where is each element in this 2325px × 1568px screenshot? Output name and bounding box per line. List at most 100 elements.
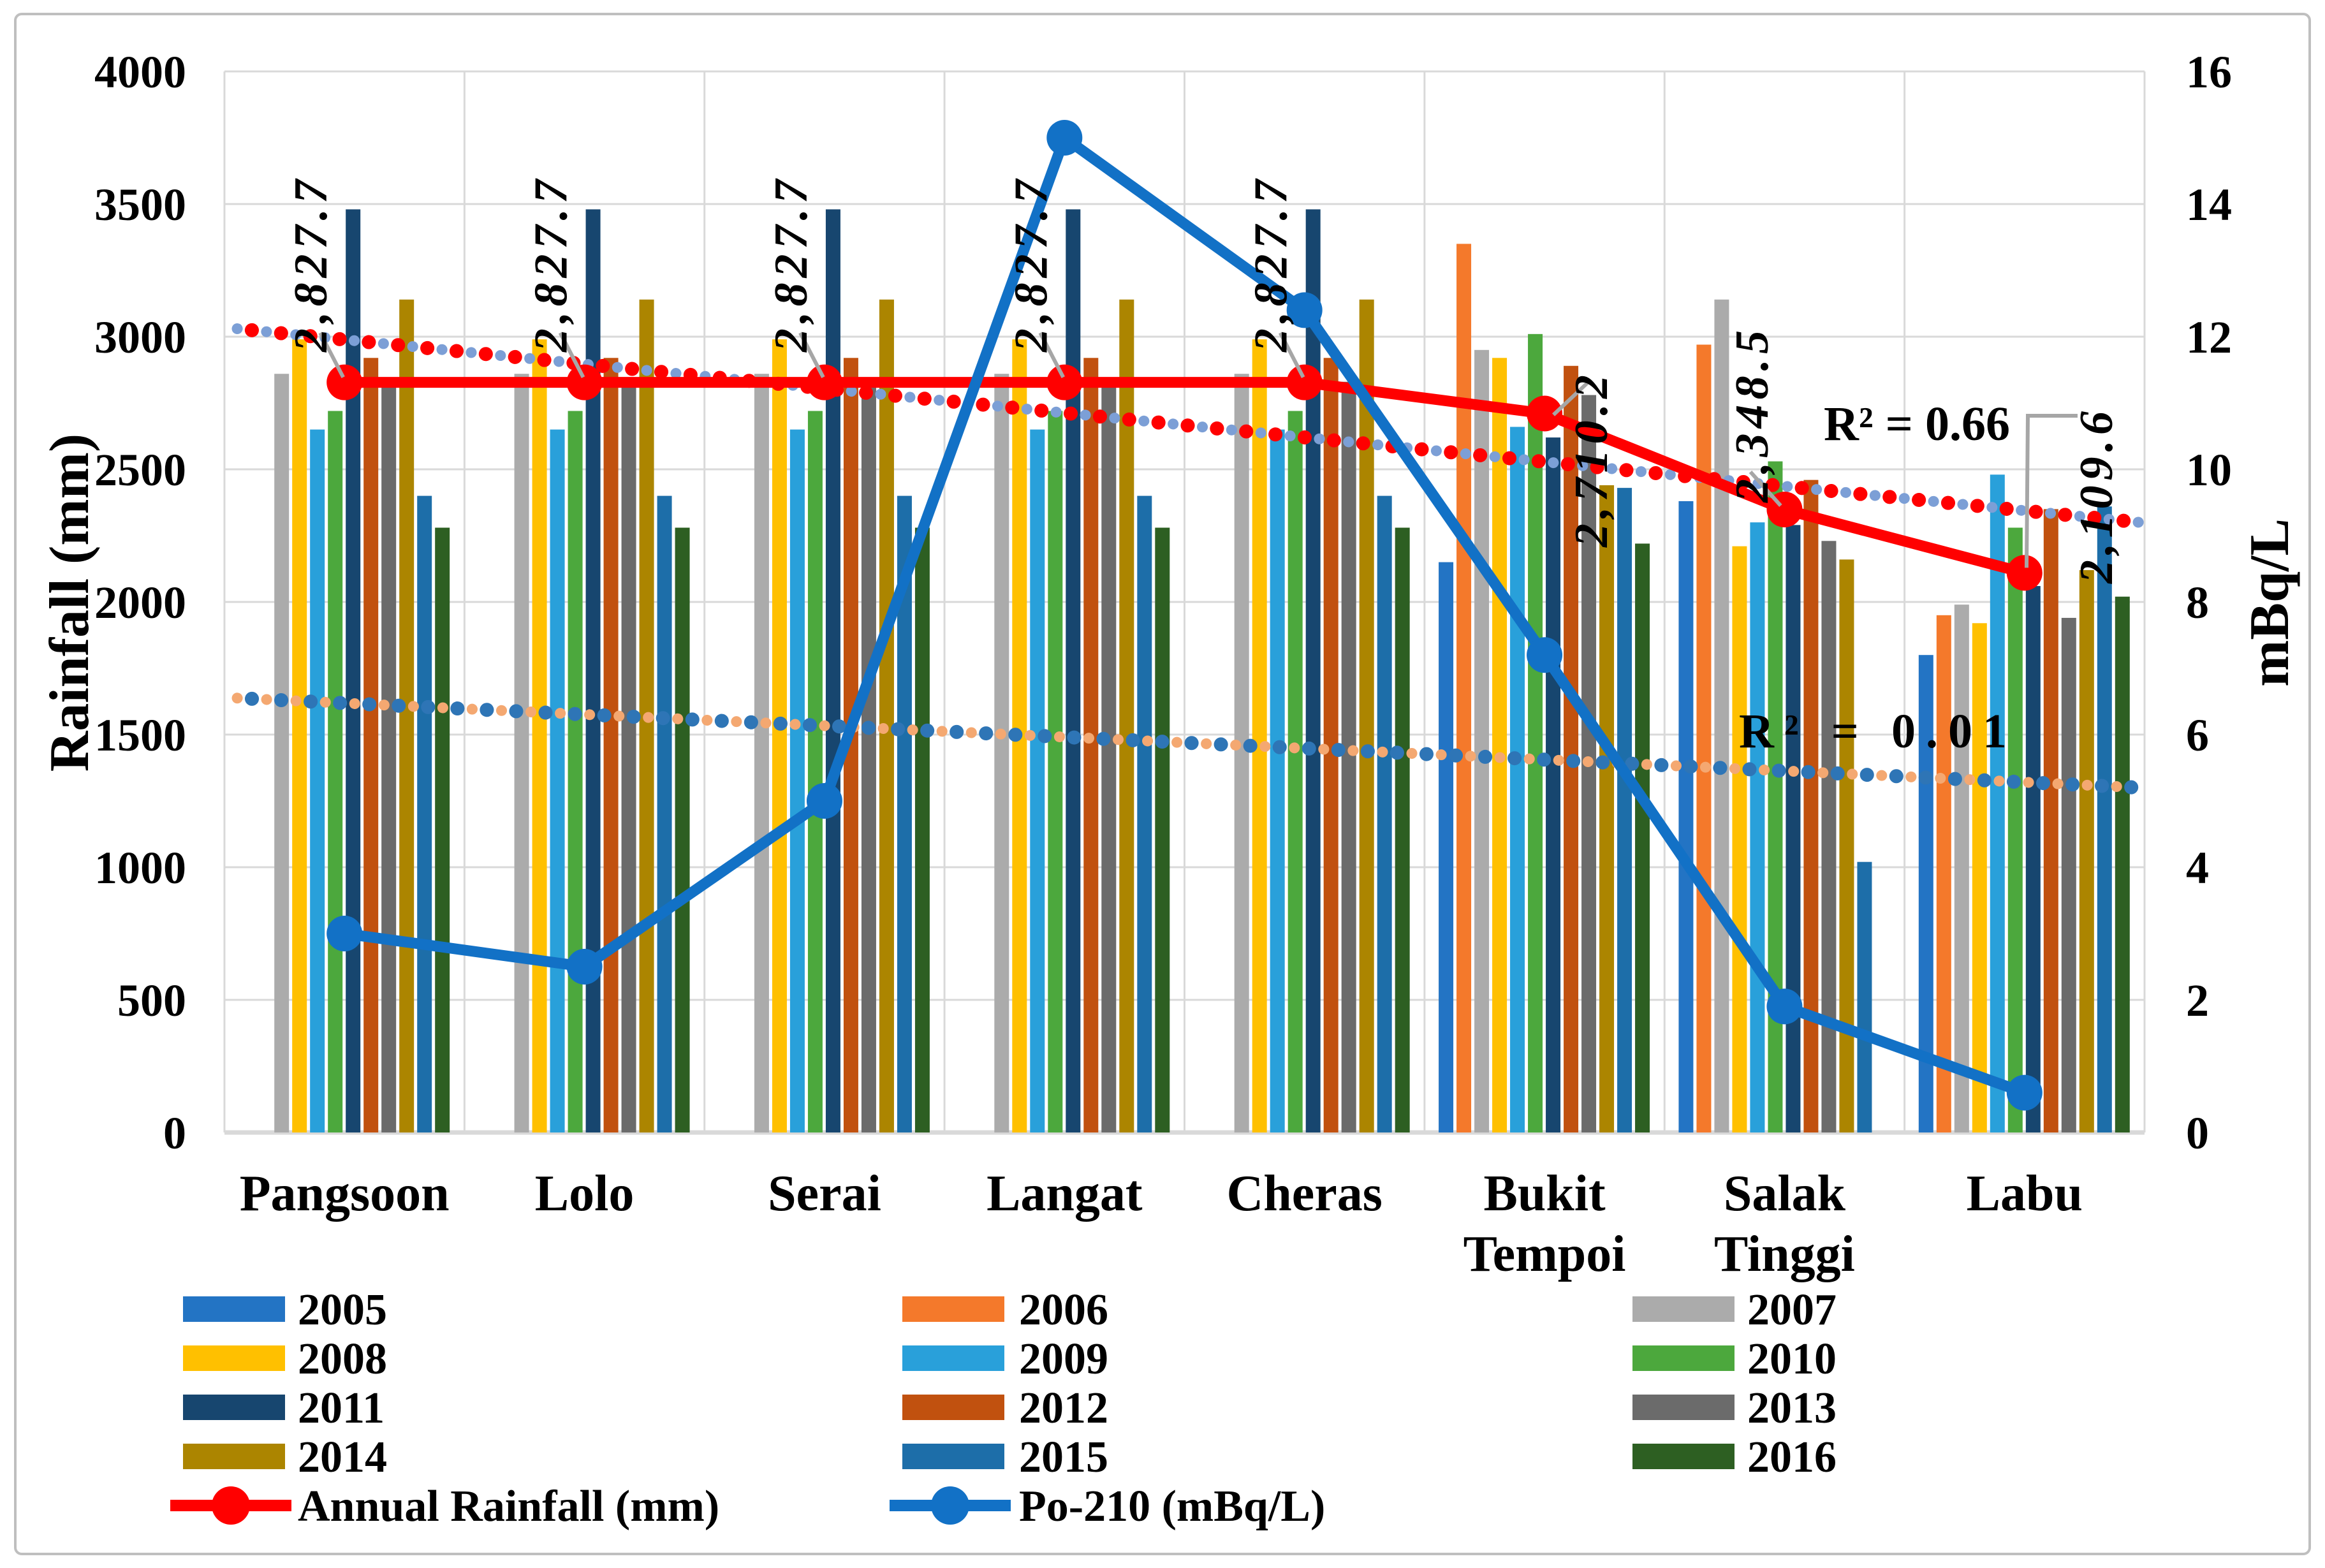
left-tick: 1000 [94,842,186,893]
trendline-dots-annual-rainfall-mm [230,321,2146,530]
bar-2005-bukit-tempoi [1439,562,1454,1132]
bar-2014-pangsoon [399,299,414,1132]
marker-annual-rainfall-mm-lolo [566,364,603,400]
legend-label-2008: 2008 [298,1335,387,1384]
right-tick: 10 [2186,444,2232,495]
legend-label-2011: 2011 [298,1384,385,1433]
legend-swatch-2012 [902,1395,1004,1420]
category-label-bukit-tempoi: Bukit [1483,1166,1606,1222]
bar-2011-cheras [1305,209,1321,1132]
bar-2009-cheras [1270,429,1285,1132]
bar-2010-lolo [568,411,583,1132]
bar-2007-serai [754,374,769,1132]
axes-layer: 4000 3500 3000 2500 2000 1500 1000 500 0 16 14 12 10… [39,47,2301,1282]
r2-label-annual-rainfall-mm: R² = 0.66 [1824,397,2010,451]
data-label-labu: 2,109.6 [2071,406,2123,584]
right-tick: 2 [2186,975,2209,1026]
legend-label-2012: 2012 [1019,1384,1108,1433]
bar-2015-serai [897,495,912,1132]
bar-2016-labu [2115,596,2130,1132]
category-label-lolo: Lolo [535,1166,634,1222]
bar-2010-serai [807,411,823,1132]
bar-2011-labu [2025,586,2041,1132]
r2-label-po-210-mbq-l: R² = 0.01 [1739,705,2017,758]
legend-swatch-2005 [183,1296,285,1322]
marker-po-210-mbq-l-labu [2006,1074,2043,1111]
bar-2012-labu [2043,509,2058,1132]
marker-po-210-mbq-l-lolo [566,949,603,985]
bar-2007-pangsoon [274,374,290,1132]
bar-2007-langat [994,374,1009,1132]
category-label-cheras: Cheras [1226,1166,1382,1222]
bar-2006-salak-tinggi [1696,344,1712,1132]
bar-2013-pangsoon [381,381,397,1132]
legend-label-2006: 2006 [1019,1286,1108,1335]
legend-label-po-210-mbq-l: Po-210 (mBq/L) [1019,1482,1325,1531]
line-po-210-mbq-l [339,132,2030,1099]
legend-swatch-2014 [183,1444,285,1469]
category-label-bukit-tempoi: Tempoi [1463,1226,1626,1282]
left-tick: 500 [117,975,186,1026]
bar-2008-serai [772,339,787,1133]
bar-2012-salak-tinggi [1803,480,1819,1132]
bar-2012-cheras [1323,358,1339,1132]
bar-2012-langat [1083,358,1099,1132]
bar-2015-pangsoon [417,495,432,1132]
bar-2014-bukit-tempoi [1599,485,1615,1132]
marker-annual-rainfall-mm-bukit-tempoi [1527,395,1563,432]
bar-2009-bukit-tempoi [1510,427,1525,1133]
right-tick: 6 [2186,710,2209,761]
bar-2014-cheras [1359,299,1374,1132]
bar-2009-langat [1030,429,1045,1132]
legend-swatch-2010 [1632,1345,1735,1371]
bar-2007-labu [1954,604,1969,1132]
bar-2016-cheras [1395,527,1410,1132]
category-label-salak-tinggi: Salak [1724,1166,1846,1222]
bar-2010-labu [2007,527,2023,1132]
figure-border [14,13,2311,1555]
left-tick: 1500 [94,710,186,761]
bar-2009-salak-tinggi [1750,522,1765,1132]
left-tick: 2500 [94,444,186,495]
label-leader-serai [798,332,825,379]
bar-2008-cheras [1252,339,1267,1133]
bar-2012-pangsoon [363,358,379,1132]
legend-label-2009: 2009 [1019,1335,1108,1384]
bar-2015-langat [1137,495,1152,1132]
bar-2009-pangsoon [310,429,325,1132]
marker-annual-rainfall-mm-langat [1046,364,1083,400]
left-tick: 0 [163,1108,186,1159]
legend-swatch-2013 [1632,1395,1735,1420]
label-leader-cheras [1279,332,1305,379]
legend-label-2010: 2010 [1747,1335,1837,1384]
marker-annual-rainfall-mm-labu [2006,555,2043,591]
right-tick: 12 [2186,312,2232,363]
right-tick: 0 [2186,1108,2209,1159]
legend-label-annual-rainfall-mm: Annual Rainfall (mm) [298,1482,719,1531]
marker-po-210-mbq-l-serai [806,783,842,819]
left-tick: 2000 [94,577,186,628]
bar-2013-cheras [1341,381,1356,1132]
right-tick: 16 [2186,47,2232,98]
bar-2011-langat [1066,209,1081,1132]
bar-2007-bukit-tempoi [1474,349,1490,1132]
bar-2012-lolo [603,358,619,1132]
legend-label-2015: 2015 [1019,1433,1108,1482]
bar-2014-langat [1119,299,1134,1132]
bar-2013-labu [2061,617,2076,1132]
marker-annual-rainfall-mm-pangsoon [326,364,363,400]
marker-po-210-mbq-l-pangsoon [326,916,363,951]
legend-swatch-2008 [183,1345,285,1371]
bar-2008-lolo [532,339,547,1133]
bar-2011-bukit-tempoi [1546,437,1561,1132]
data-label-pangsoon: 2,827.7 [285,175,337,353]
bar-2015-lolo [657,495,672,1132]
right-tick: 4 [2186,842,2209,893]
legend-label-2016: 2016 [1747,1433,1837,1482]
left-tick: 3000 [94,312,186,363]
bar-2016-serai [914,527,930,1132]
bar-2013-langat [1101,381,1117,1132]
legend-swatch-2006 [902,1296,1004,1322]
left-axis-title: Rainfall (mm) [39,434,101,772]
